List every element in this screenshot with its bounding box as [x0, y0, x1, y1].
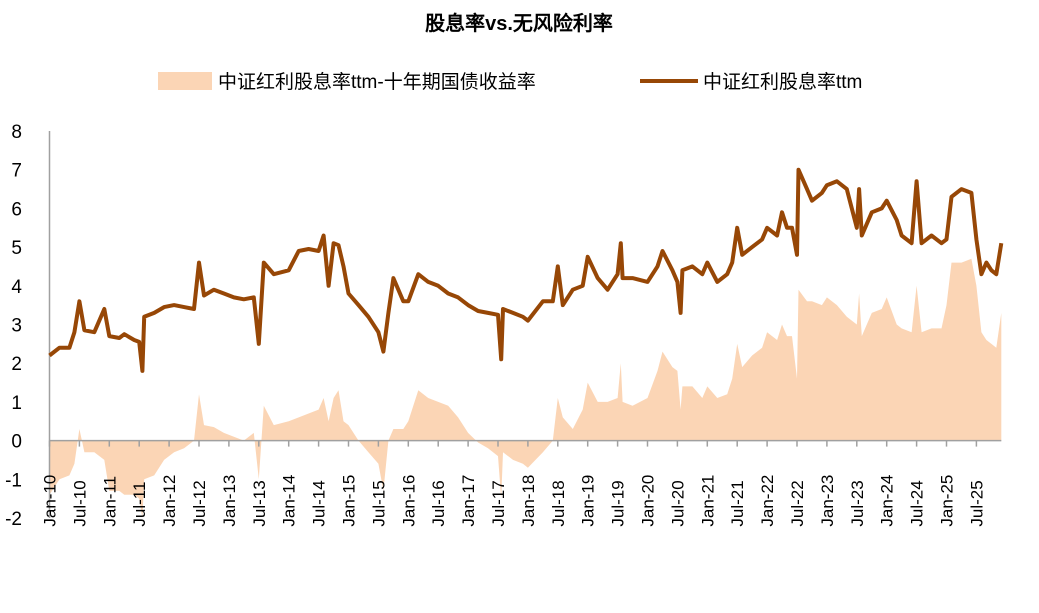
- y-tick-label: 1: [11, 393, 22, 414]
- x-tick-label: Jan-21: [698, 475, 717, 527]
- x-tick-label: Jan-16: [399, 475, 418, 527]
- y-axis: -2 -1 0 1 2 3 4 5 6 7 8: [5, 122, 22, 530]
- x-tick-label: Jan-10: [41, 475, 60, 527]
- y-tick-label: -1: [5, 470, 22, 491]
- chart-title: 股息率vs.无风险利率: [425, 11, 613, 35]
- x-tick-label: Jan-15: [340, 475, 359, 527]
- x-tick-label: Jul-22: [788, 480, 807, 526]
- x-tick-label: Jul-13: [250, 480, 269, 526]
- y-tick-label: 8: [11, 122, 22, 143]
- y-tick-label: 2: [11, 354, 22, 375]
- x-tick-label: Jul-10: [70, 480, 89, 526]
- x-tick-label: Jan-13: [220, 475, 239, 527]
- x-tick-label: Jul-17: [489, 480, 508, 526]
- x-tick-label: Jul-24: [908, 480, 927, 526]
- x-tick-label: Jul-23: [848, 480, 867, 526]
- y-tick-label: 0: [11, 432, 22, 453]
- spread-area: [49, 258, 1002, 518]
- x-tick-label: Jul-19: [609, 480, 628, 526]
- x-axis: Jan-10 Jul-10 Jan-11 Jul-11 Jan-12 Jul-12 Jan-…: [41, 439, 1002, 527]
- y-tick-label: -2: [5, 509, 22, 530]
- x-tick-label: Jul-18: [549, 480, 568, 526]
- legend-swatch-spread: [158, 72, 212, 90]
- legend-label-spread: 中证红利股息率ttm-十年期国债收益率: [218, 71, 536, 93]
- x-tick-label: Jan-18: [519, 475, 538, 527]
- x-tick-label: Jul-15: [369, 480, 388, 526]
- x-tick-label: Jul-11: [130, 482, 149, 527]
- x-tick-label: Jan-11: [100, 476, 119, 527]
- yield-line: [48, 167, 1004, 373]
- x-tick-label: Jul-20: [668, 480, 687, 526]
- legend: 中证红利股息率ttm-十年期国债收益率 中证红利股息率ttm: [158, 71, 862, 93]
- x-tick-label: Jan-19: [579, 475, 598, 527]
- x-tick-label: Jan-17: [459, 475, 478, 527]
- y-tick-label: 5: [11, 238, 22, 259]
- y-tick-label: 6: [11, 199, 22, 220]
- x-tick-label: Jul-14: [310, 480, 329, 526]
- x-tick-label: Jan-24: [878, 475, 897, 527]
- x-tick-label: Jan-25: [938, 475, 957, 527]
- x-tick-label: Jan-20: [639, 475, 658, 527]
- x-tick-label: Jul-21: [728, 480, 747, 526]
- x-tick-label: Jul-16: [429, 480, 448, 526]
- x-tick-label: Jul-12: [190, 480, 209, 526]
- x-tick-label: Jan-12: [160, 475, 179, 527]
- x-tick-label: Jul-25: [967, 480, 986, 526]
- legend-label-yield: 中证红利股息率ttm: [703, 71, 862, 93]
- y-tick-label: 3: [11, 316, 22, 337]
- x-tick-label: Jan-14: [280, 475, 299, 527]
- y-tick-label: 7: [11, 161, 22, 182]
- x-tick-label: Jan-22: [758, 475, 777, 527]
- y-tick-label: 4: [11, 277, 22, 298]
- x-tick-label: Jan-23: [818, 475, 837, 527]
